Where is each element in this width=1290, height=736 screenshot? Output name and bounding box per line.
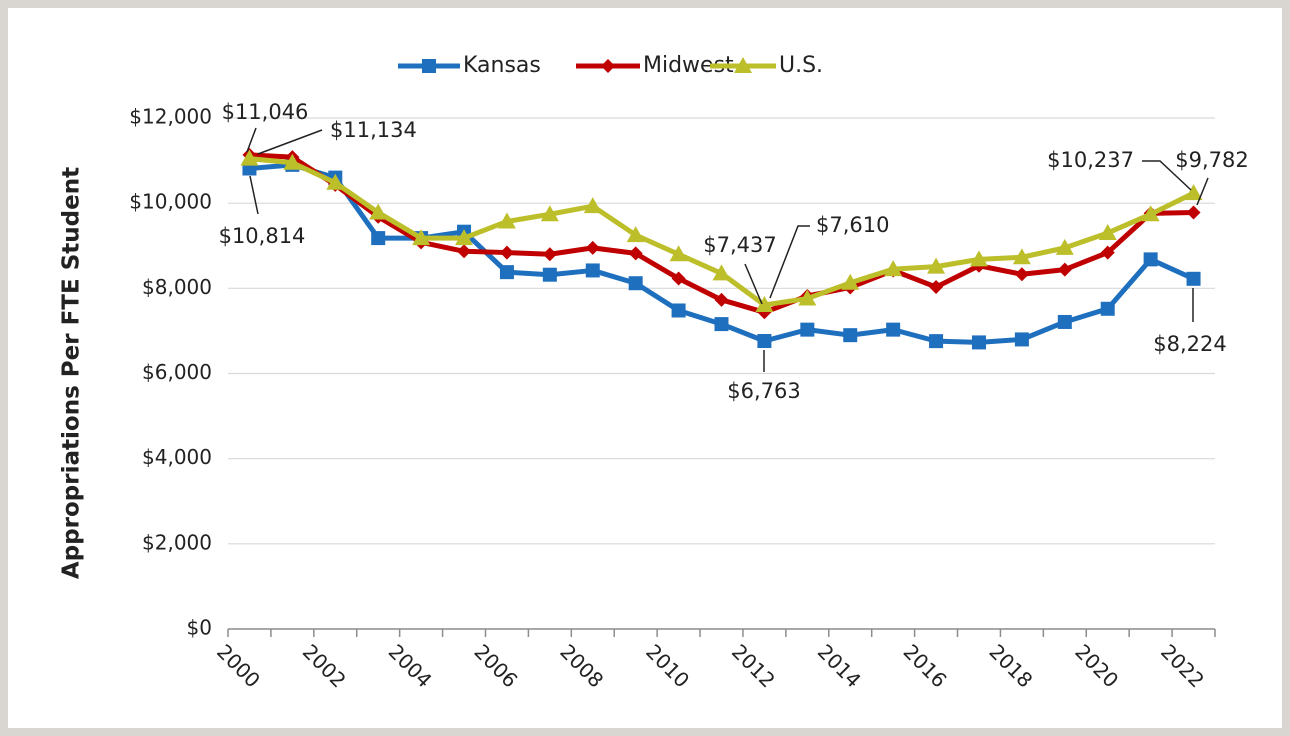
marker — [1012, 248, 1031, 265]
marker — [757, 334, 772, 349]
marker — [240, 149, 259, 166]
marker — [326, 173, 345, 190]
y-tick-label: $10,000 — [129, 190, 212, 214]
marker — [1098, 223, 1117, 240]
marker — [1184, 184, 1203, 201]
marker — [1186, 271, 1201, 286]
marker — [884, 260, 903, 277]
marker — [1014, 332, 1029, 347]
marker — [969, 250, 988, 267]
marker — [497, 212, 516, 229]
marker — [583, 197, 602, 214]
marker — [601, 59, 615, 73]
y-tick-label: $2,000 — [142, 530, 212, 554]
data-label: $7,610 — [816, 213, 889, 237]
marker — [457, 244, 472, 259]
marker — [927, 257, 946, 274]
marker — [734, 57, 752, 73]
leader-line — [744, 263, 763, 305]
marker — [1057, 262, 1072, 277]
data-label: $11,134 — [330, 118, 417, 142]
marker — [499, 265, 514, 280]
y-tick-label: $6,000 — [142, 360, 212, 384]
data-label: $11,046 — [222, 100, 309, 124]
y-axis-title: Appropriations Per FTE Student — [59, 167, 85, 579]
panel — [8, 8, 1282, 728]
marker — [455, 229, 474, 246]
marker — [841, 273, 860, 290]
marker — [369, 203, 388, 220]
legend-label: U.S. — [779, 53, 823, 78]
y-tick-label: $4,000 — [142, 445, 212, 469]
marker — [1014, 267, 1029, 282]
marker — [626, 226, 645, 243]
marker — [499, 245, 514, 260]
y-tick-label: $12,000 — [129, 105, 212, 129]
marker — [1100, 245, 1115, 260]
marker — [929, 280, 944, 295]
marker — [755, 295, 774, 312]
marker — [283, 153, 302, 170]
marker — [1141, 205, 1160, 222]
marker — [540, 205, 559, 222]
marker — [1055, 238, 1074, 255]
data-label: $6,763 — [727, 379, 800, 403]
marker — [800, 322, 815, 337]
marker — [1143, 252, 1158, 267]
marker — [585, 240, 600, 255]
leader-line — [249, 175, 259, 215]
marker — [1100, 301, 1115, 316]
marker — [886, 322, 901, 337]
marker — [412, 229, 431, 246]
data-label: $9,782 — [1175, 148, 1248, 172]
marker — [422, 59, 436, 73]
marker — [798, 289, 817, 306]
marker — [1186, 205, 1201, 220]
leader-line — [769, 225, 810, 299]
marker — [714, 292, 729, 307]
data-label: $8,224 — [1153, 332, 1226, 356]
marker — [628, 276, 643, 291]
marker — [542, 247, 557, 262]
marker — [929, 334, 944, 349]
marker — [1057, 314, 1072, 329]
leader-line — [1142, 160, 1192, 191]
leader-line — [246, 127, 257, 153]
marker — [843, 328, 858, 343]
marker — [671, 303, 686, 318]
marker — [585, 263, 600, 278]
leader-line — [257, 129, 323, 155]
marker — [628, 246, 643, 261]
legend-label: Kansas — [463, 53, 541, 78]
marker — [542, 267, 557, 282]
y-tick-label: $0 — [187, 616, 212, 640]
marker — [971, 335, 986, 350]
data-label: $10,814 — [219, 224, 306, 248]
marker — [669, 245, 688, 262]
y-tick-label: $8,000 — [142, 275, 212, 299]
marker — [714, 317, 729, 332]
leader-line — [1196, 177, 1209, 206]
data-label: $10,237 — [1047, 148, 1134, 172]
data-label: $7,437 — [703, 233, 776, 257]
marker — [712, 264, 731, 281]
marker — [371, 231, 386, 246]
marker — [671, 271, 686, 286]
